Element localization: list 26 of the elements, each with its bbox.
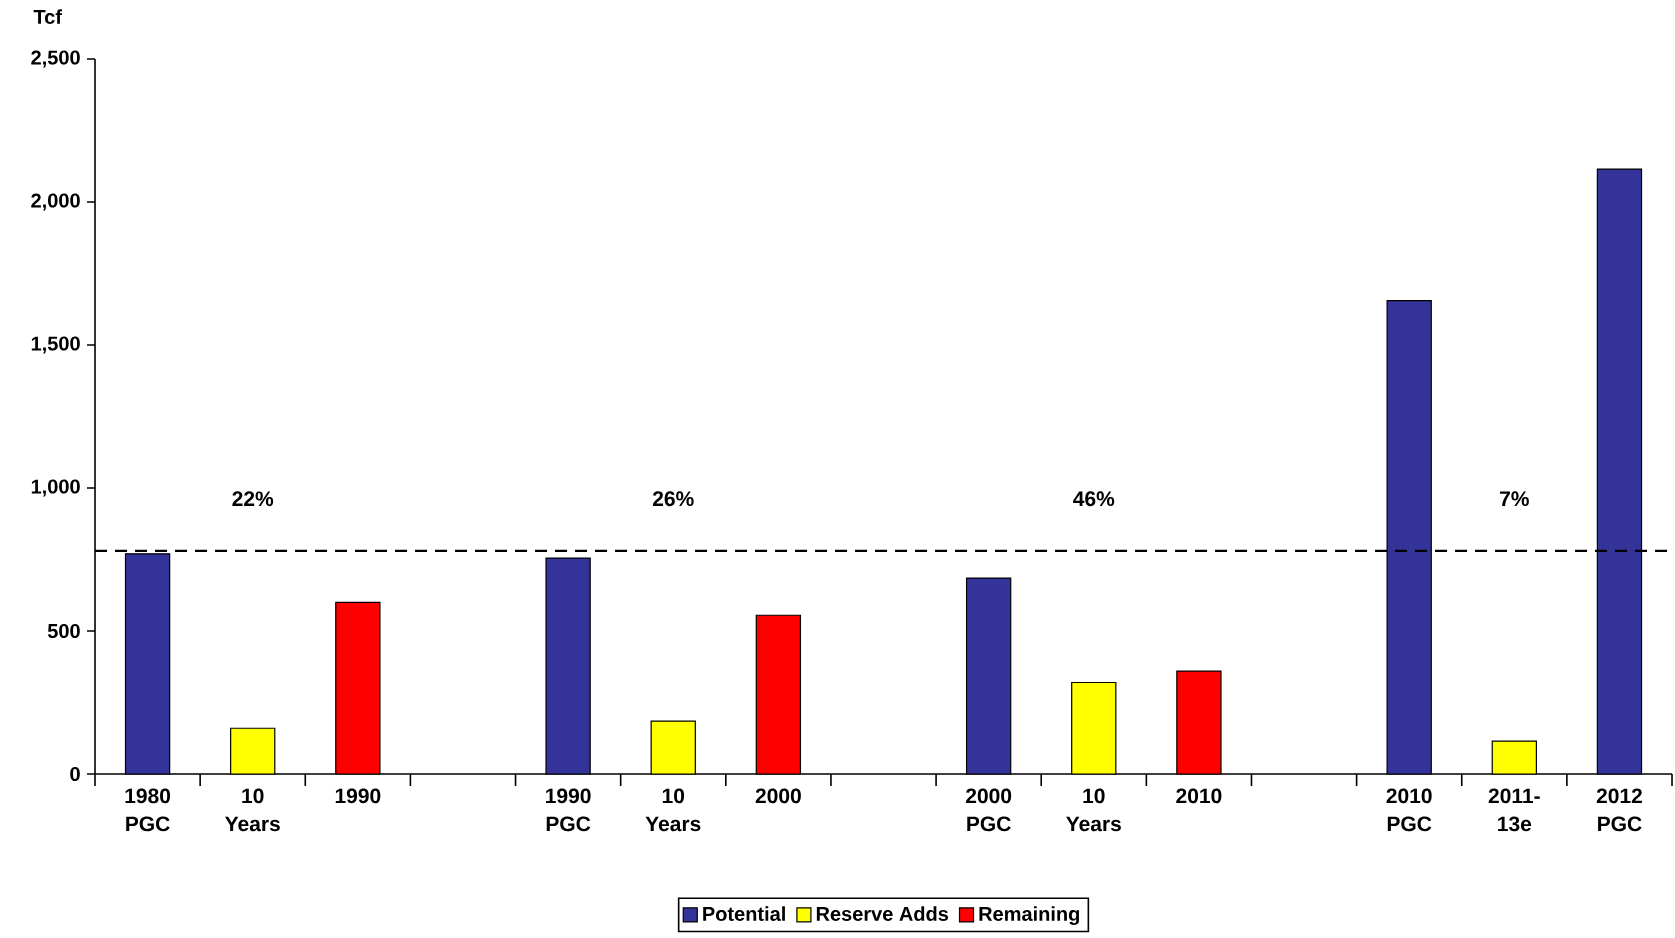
x-tick-label: 2012 PGC (1596, 788, 1642, 832)
x-tick-label: 2000 PGC (966, 788, 1012, 832)
x-tick-label: 2011-13e (1488, 788, 1540, 832)
x-tick-label: 1980 PGC (125, 788, 171, 832)
legend-label: Potential (703, 906, 785, 921)
x-tick-label: 2010 (1176, 788, 1222, 804)
x-tick-label: 10 Years (225, 788, 280, 832)
y-tick-label: 1,000 (31, 479, 80, 497)
legend-label: Remaining (979, 906, 1080, 925)
annotation: 7% (1500, 491, 1529, 507)
x-tick-label: 1990 PGC (546, 788, 591, 832)
x-tick-label: 2010 PGC (1386, 788, 1432, 832)
y-tick-label: 2,500 (31, 50, 80, 68)
y-axis-title: Tcf (33, 9, 63, 24)
annotation: 26% (652, 491, 694, 507)
legend-label: Reserve Adds (816, 906, 949, 921)
y-tick-label: 1,500 (31, 336, 80, 354)
x-tick-label: 10 Years (645, 788, 701, 832)
x-tick-label: 10 Years (1066, 788, 1121, 832)
y-tick-label: 500 (47, 623, 80, 639)
annotation: 22% (232, 491, 274, 507)
x-tick-label: 2000 (755, 788, 801, 804)
y-tick-label: 0 (70, 766, 80, 782)
annotation: 46% (1073, 491, 1115, 507)
y-tick-label: 2,000 (31, 193, 80, 211)
x-tick-label: 1990 (335, 788, 381, 804)
